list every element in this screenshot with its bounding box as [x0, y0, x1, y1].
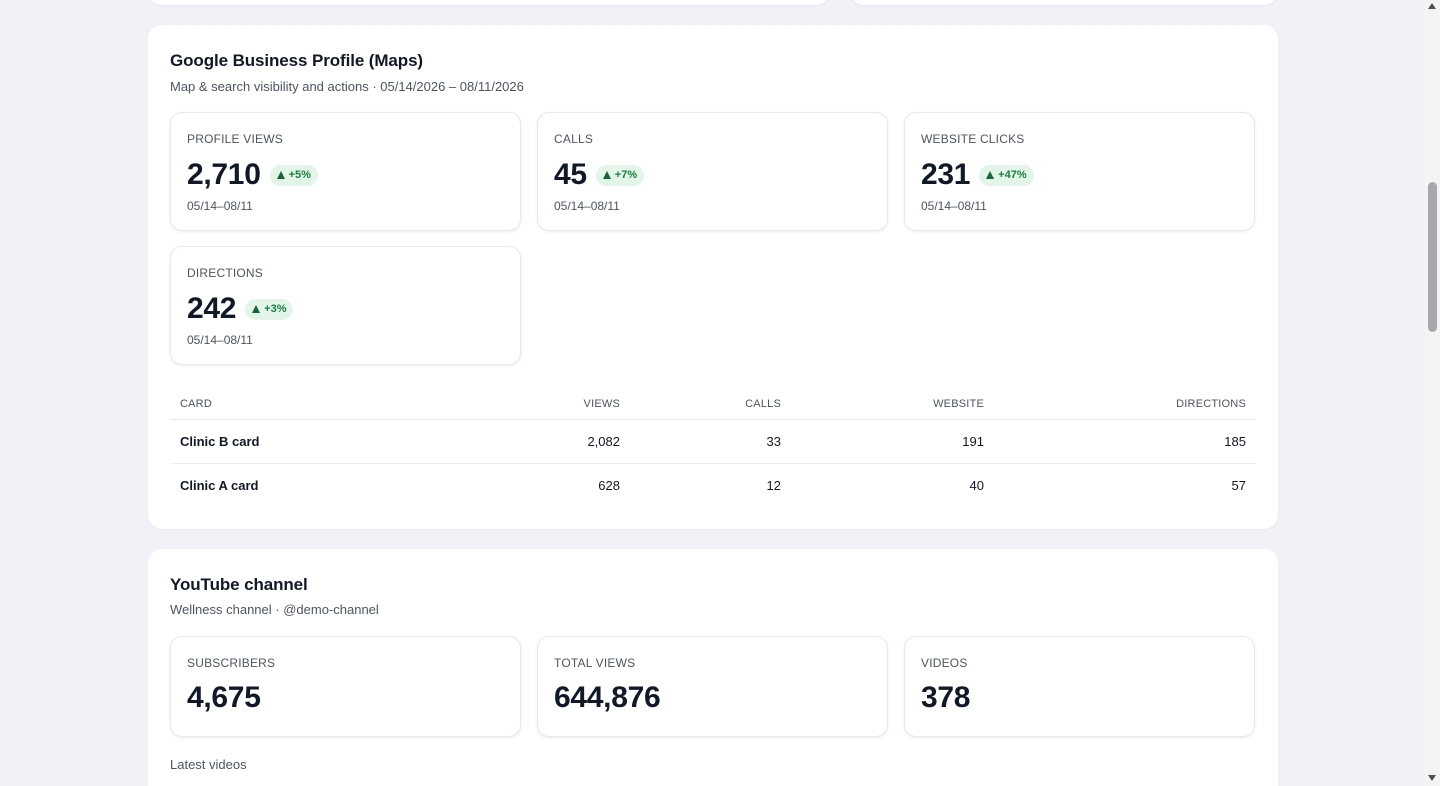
gbp-panel: Google Business Profile (Maps) Map & sea…	[148, 25, 1278, 529]
column-header-website[interactable]: WEBSITE	[791, 389, 994, 420]
stat-value: 242	[187, 292, 237, 325]
delta-badge: +7%	[595, 164, 645, 186]
stat-website-clicks: WEBSITE CLICKS 231 +47% 05/14–08/11	[904, 112, 1255, 231]
card-name: Clinic A card	[180, 477, 259, 493]
delta-text: +5%	[288, 169, 311, 181]
youtube-panel: YouTube channel Wellness channel · @demo…	[148, 549, 1278, 786]
stat-value: 2,710	[187, 158, 261, 191]
column-header-card[interactable]: CARD	[170, 389, 450, 420]
trend-up-icon	[986, 171, 995, 179]
delta-badge: +3%	[245, 298, 294, 320]
stat-value: 378	[921, 681, 971, 714]
card-calls: 33	[630, 419, 791, 464]
stat-value: 644,876	[554, 681, 661, 714]
stat-value: 231	[921, 158, 971, 191]
delta-badge: +5%	[269, 164, 318, 186]
stat-label: TOTAL VIEWS	[554, 656, 636, 670]
delta-text: +47%	[998, 169, 1027, 181]
gbp-cards-table: CARD VIEWS CALLS WEBSITE DIRECTIONS Clin…	[170, 389, 1256, 507]
stat-range: 05/14–08/11	[554, 199, 620, 213]
card-views: 2,082	[450, 419, 630, 464]
scroll-up-arrow-icon[interactable]	[1428, 3, 1436, 9]
stat-value: 4,675	[187, 681, 261, 714]
table-row: Clinic A card 628 12 40 57	[170, 463, 1256, 507]
previous-panel-right	[850, 0, 1278, 5]
card-directions: 185	[994, 419, 1256, 464]
stat-directions: DIRECTIONS 242 +3% 05/14–08/11	[170, 246, 521, 365]
stat-profile-views: PROFILE VIEWS 2,710 +5% 05/14–08/11	[170, 112, 521, 231]
card-name: Clinic B card	[170, 419, 450, 464]
scroll-down-arrow-icon[interactable]	[1428, 775, 1436, 781]
gbp-subtitle: Map & search visibility and actions · 05…	[170, 79, 524, 94]
stat-range: 05/14–08/11	[187, 199, 253, 213]
card-website: 191	[791, 419, 994, 464]
delta-badge: +47%	[979, 164, 1034, 186]
card-directions: 57	[1231, 477, 1246, 493]
card-calls: 12	[766, 477, 781, 493]
stat-label: CALLS	[554, 132, 594, 146]
gbp-title: Google Business Profile (Maps)	[170, 51, 423, 70]
trend-up-icon	[276, 171, 285, 179]
table-row: Clinic B card 2,082 33 191 185	[170, 419, 1256, 464]
stat-label: DIRECTIONS	[187, 266, 264, 280]
stat-subscribers: SUBSCRIBERS 4,675	[170, 636, 521, 737]
stat-label: SUBSCRIBERS	[187, 656, 276, 670]
stat-label: PROFILE VIEWS	[187, 132, 283, 146]
latest-videos-heading: Latest videos	[170, 757, 247, 772]
stat-value: 45	[554, 158, 587, 191]
delta-text: +3%	[264, 303, 287, 315]
stat-calls: CALLS 45 +7% 05/14–08/11	[537, 112, 888, 231]
previous-panel-left	[148, 0, 830, 5]
stat-label: WEBSITE CLICKS	[921, 132, 1025, 146]
youtube-title: YouTube channel	[170, 575, 308, 594]
stat-videos: VIDEOS 378	[904, 636, 1255, 737]
trend-up-icon	[602, 171, 611, 179]
column-header-views[interactable]: VIEWS	[450, 389, 630, 420]
stat-range: 05/14–08/11	[187, 333, 253, 347]
column-header-directions[interactable]: DIRECTIONS	[994, 389, 1256, 420]
stat-range: 05/14–08/11	[921, 199, 987, 213]
youtube-subtitle: Wellness channel · @demo-channel	[170, 602, 379, 617]
delta-text: +7%	[614, 169, 638, 181]
trend-up-icon	[252, 305, 261, 313]
card-views: 628	[598, 477, 620, 493]
table-header-row: CARD VIEWS CALLS WEBSITE DIRECTIONS	[170, 389, 1256, 420]
card-website: 40	[969, 477, 984, 493]
stat-total-views: TOTAL VIEWS 644,876	[537, 636, 888, 737]
column-header-calls[interactable]: CALLS	[630, 389, 791, 420]
vertical-scrollbar[interactable]	[1425, 0, 1440, 786]
stat-label: VIDEOS	[921, 656, 968, 670]
scrollbar-thumb[interactable]	[1428, 182, 1437, 332]
